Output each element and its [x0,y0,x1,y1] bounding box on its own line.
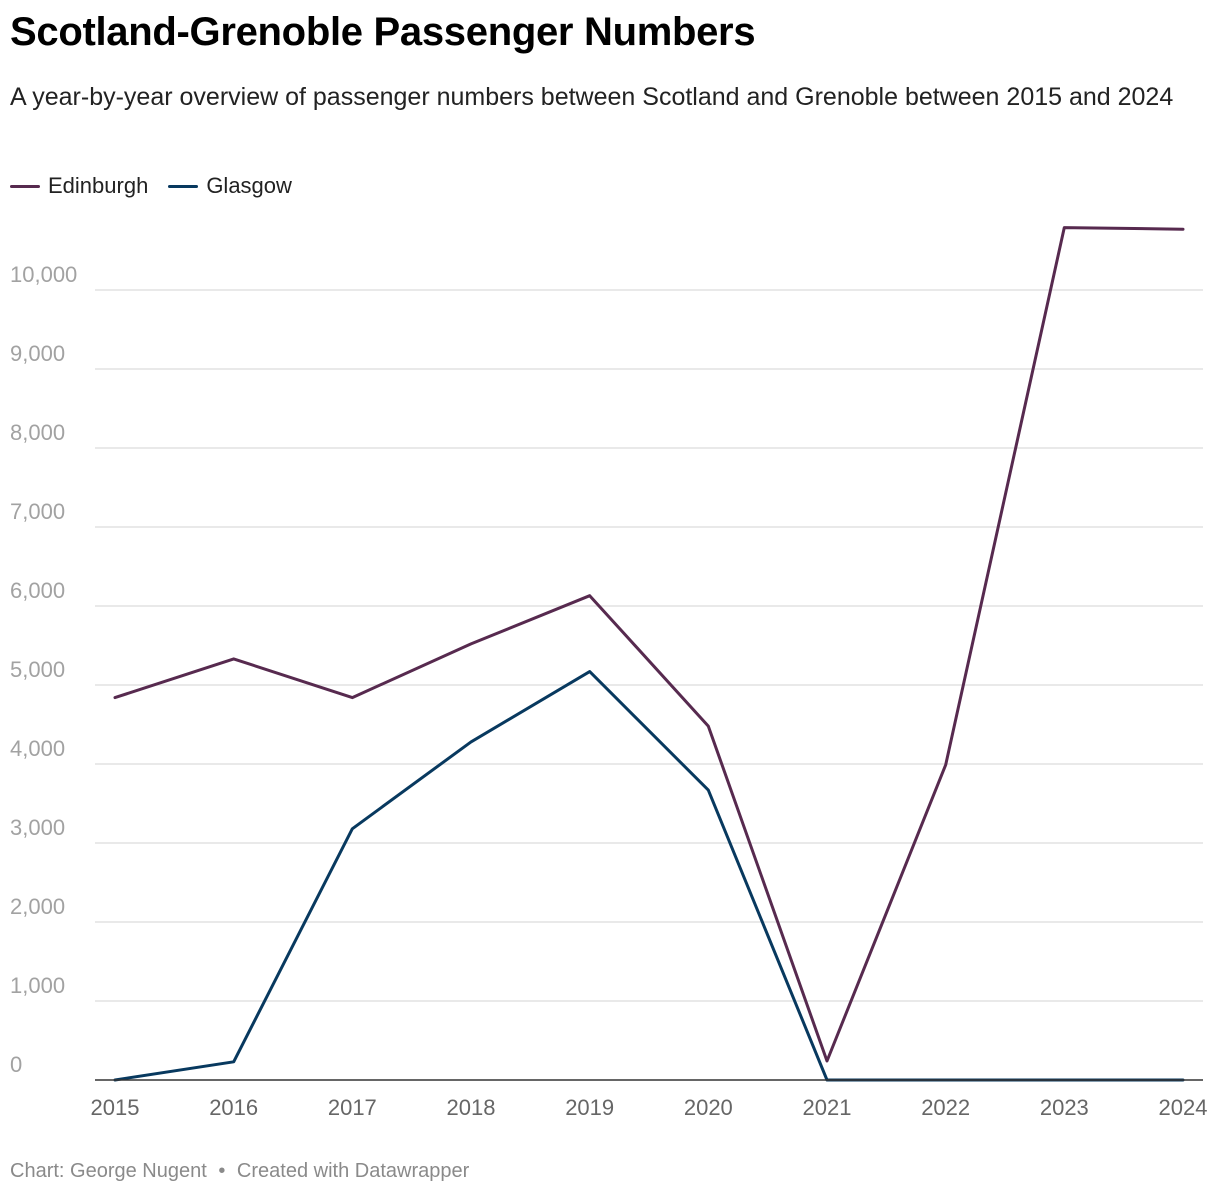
y-axis-ticks: 0 1,000 2,000 3,000 4,000 5,000 6,000 7,000 8,00… [10,262,77,1077]
legend-label-glasgow: Glasgow [206,173,292,198]
x-tick-label-2022: 2022 [921,1095,970,1120]
x-tick-label-2017: 2017 [328,1095,377,1120]
legend-item-edinburgh[interactable]: Edinburgh [10,173,148,199]
y-tick-label-1000: 1,000 [10,973,65,998]
x-tick-label-2021: 2021 [803,1095,852,1120]
x-tick-label-2020: 2020 [684,1095,733,1120]
y-tick-label-0: 0 [10,1052,22,1077]
legend-swatch-edinburgh [10,184,40,188]
y-tick-label-4000: 4,000 [10,736,65,761]
chart-footer: Chart: George Nugent • Created with Data… [10,1160,469,1183]
y-tick-label-9000: 9,000 [10,341,65,366]
x-tick-label-2018: 2018 [447,1095,496,1120]
y-tick-label-8000: 8,000 [10,420,65,445]
chart-title: Scotland-Grenoble Passenger Numbers [10,10,756,54]
legend-label-edinburgh: Edinburgh [48,173,149,198]
x-tick-label-2019: 2019 [565,1095,614,1120]
footer-credit: Chart: George Nugent [10,1160,207,1182]
x-tick-label-2016: 2016 [209,1095,258,1120]
x-tick-label-2015: 2015 [91,1095,140,1120]
y-tick-label-10000: 10,000 [10,262,77,287]
legend-item-glasgow[interactable]: Glasgow [168,173,292,199]
footer-tool: Created with Datawrapper [236,1160,470,1182]
x-tick-label-2024: 2024 [1159,1095,1208,1120]
x-axis-ticks: 2015 2016 2017 2018 2019 2020 2021 2022 2023 2024 [91,1095,1208,1120]
x-tick-label-2023: 2023 [1040,1095,1089,1120]
chart-subtitle: A year-by-year overview of passenger num… [10,83,1174,111]
footer-separator: • [218,1160,226,1182]
y-tick-label-6000: 6,000 [10,578,65,603]
y-tick-label-7000: 7,000 [10,499,65,524]
legend: Edinburgh Glasgow [10,173,312,199]
gridlines [95,289,1203,1002]
series-line-glasgow[interactable] [113,670,1185,1082]
series-lines [113,226,1185,1082]
line-chart: 0 1,000 2,000 3,000 4,000 5,000 6,000 7,000 8,00… [10,226,1208,1120]
series-line-edinburgh[interactable] [113,226,1185,1063]
y-tick-label-2000: 2,000 [10,894,65,919]
y-tick-label-3000: 3,000 [10,815,65,840]
legend-swatch-glasgow [168,184,199,188]
y-tick-label-5000: 5,000 [10,657,65,682]
